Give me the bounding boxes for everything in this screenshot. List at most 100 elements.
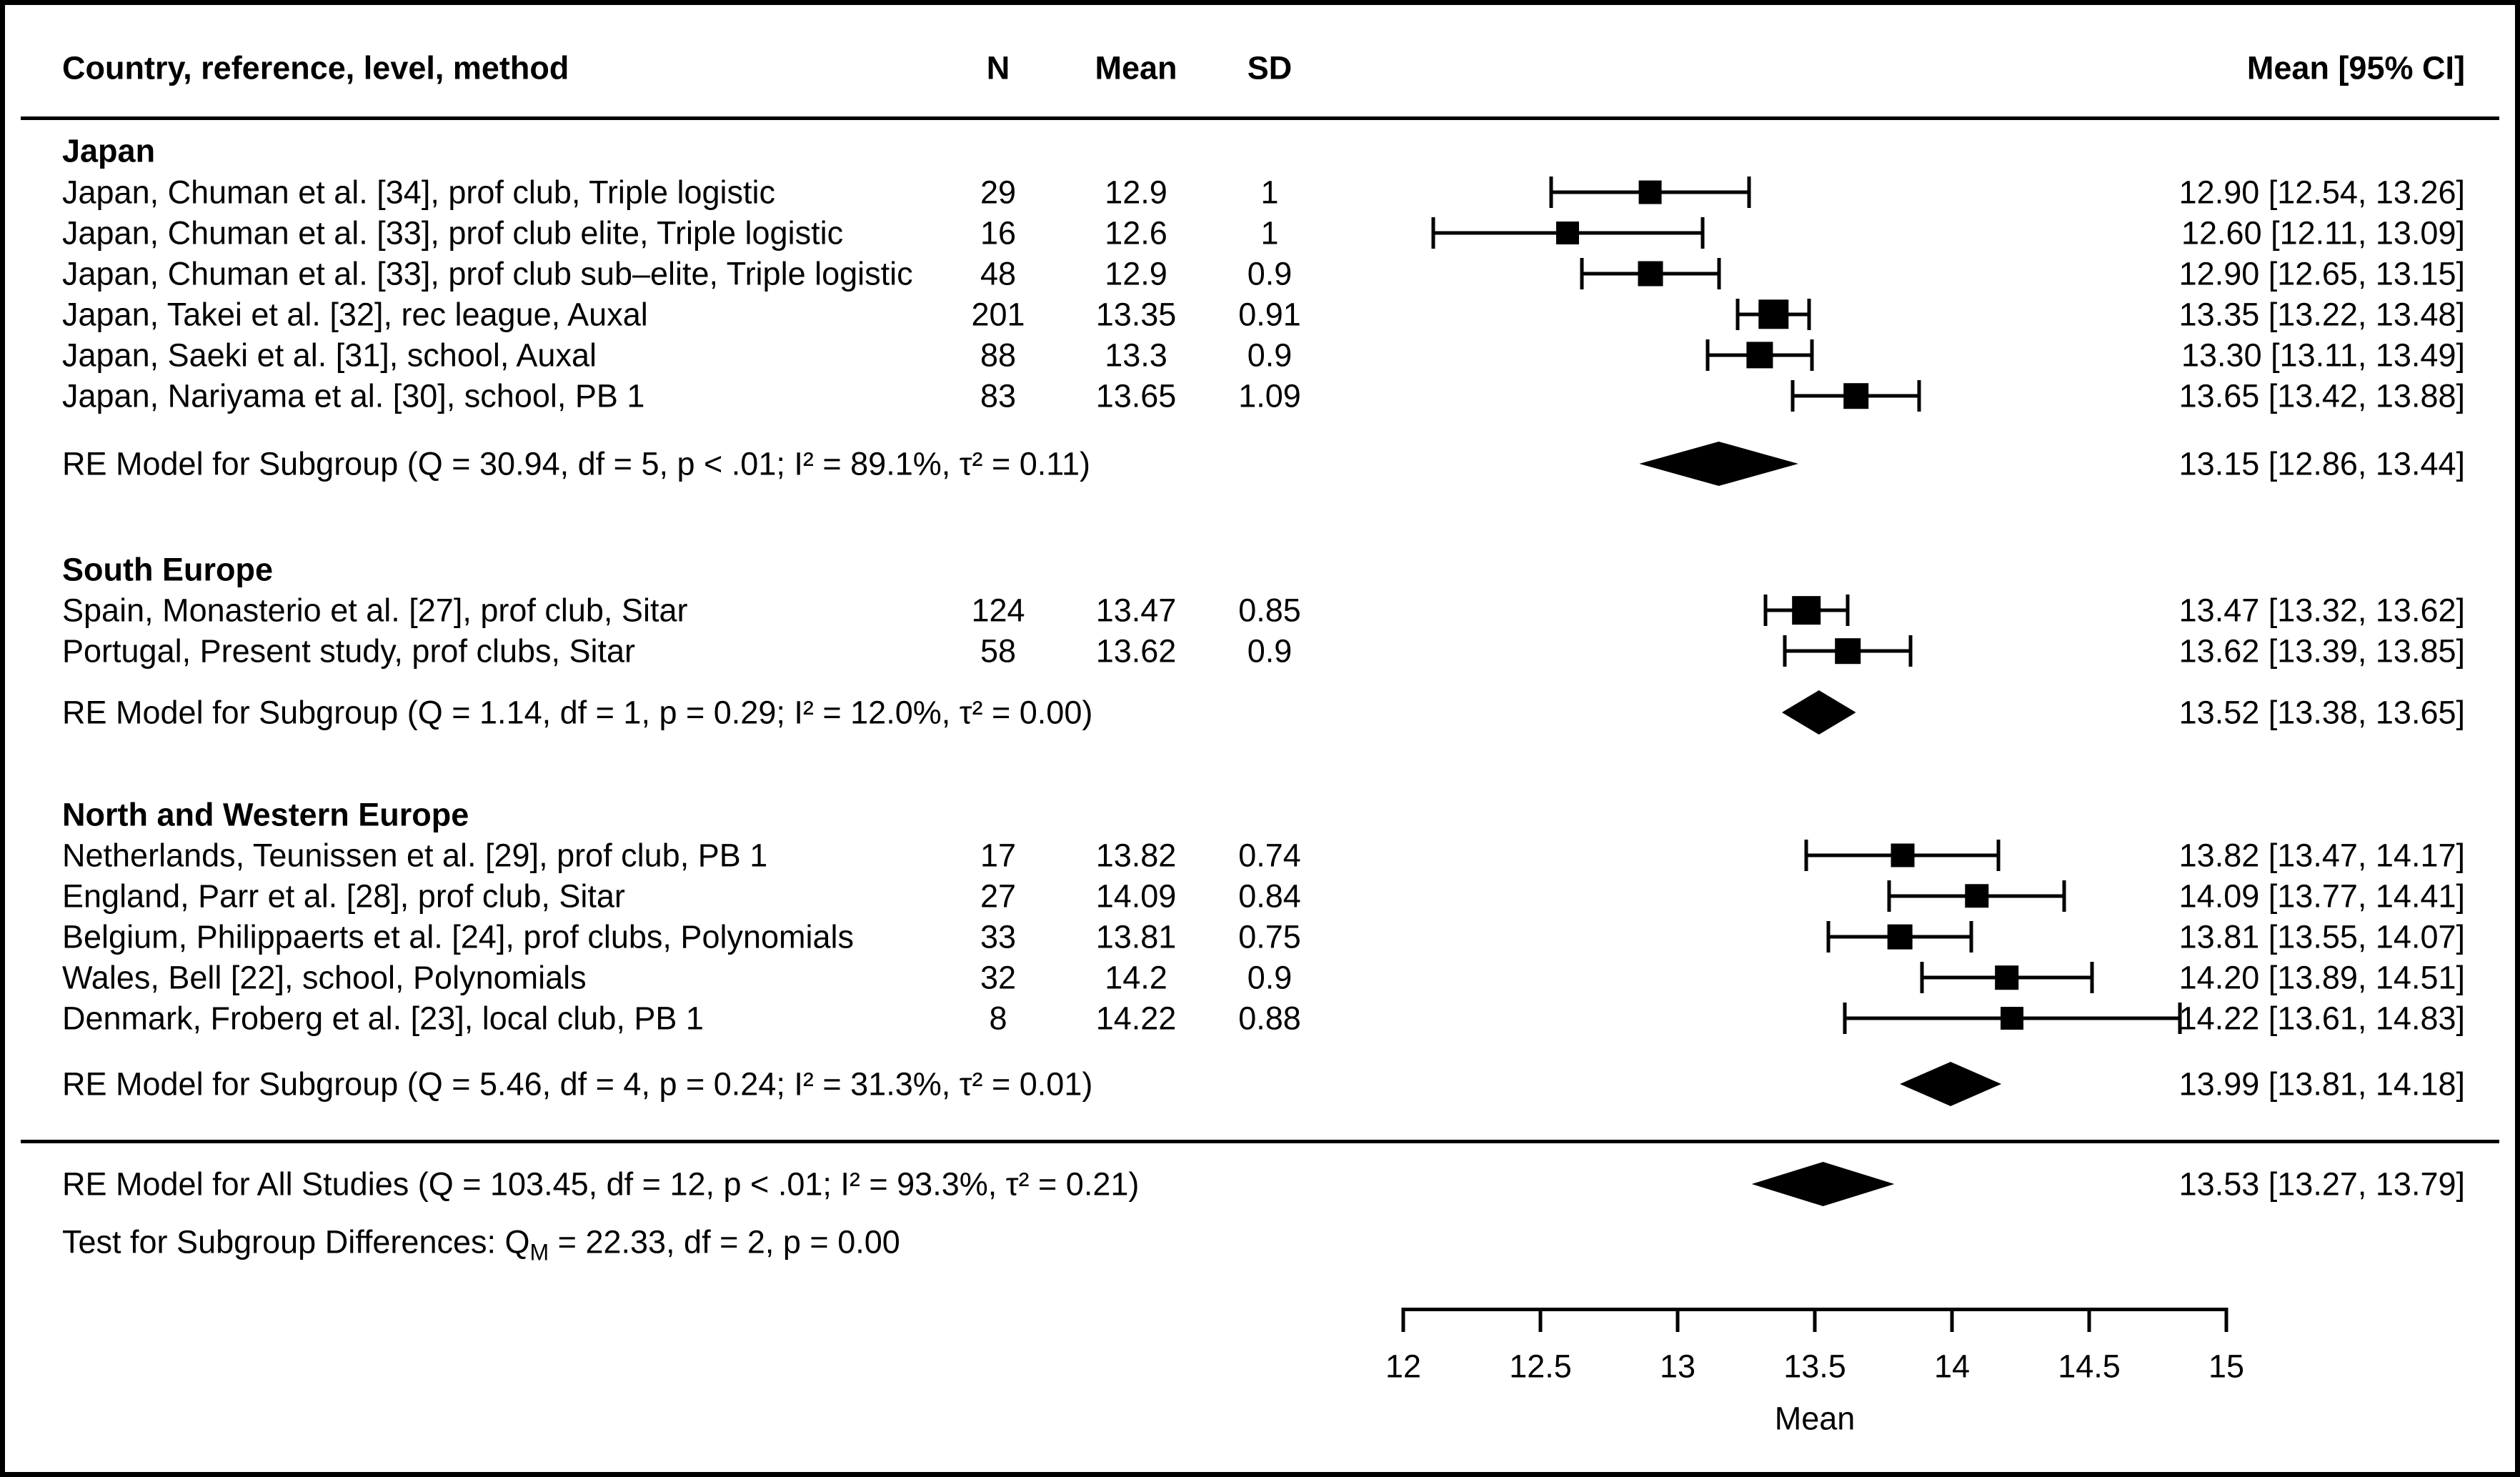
subgroup-re-ci-value: 13.15 [12.86, 13.44] (2178, 445, 2465, 482)
group-label: Japan (62, 132, 156, 169)
ci-cap-left (1826, 921, 1831, 953)
study-sd: 0.75 (1238, 918, 1301, 955)
summary-diamond (1781, 690, 1856, 735)
study-mean: 13.47 (1095, 592, 1177, 629)
ci-cap-right (2062, 880, 2066, 912)
study-mean: 14.22 (1095, 1000, 1177, 1037)
study-n: 8 (989, 1000, 1007, 1037)
x-axis-tick-label: 14 (1933, 1348, 1971, 1385)
study-sd: 1.09 (1238, 377, 1301, 414)
subgroup-re-label: RE Model for Subgroup (Q = 1.14, df = 1,… (62, 694, 1093, 731)
study-label: Denmark, Froberg et al. [23], local club… (62, 1000, 704, 1037)
summary-diamond (1639, 442, 1798, 486)
overall-divider-line (21, 1140, 2499, 1143)
study-label: Spain, Monasterio et al. [27], prof club… (62, 592, 688, 629)
x-axis-tick (1950, 1308, 1954, 1332)
study-label: Japan, Takei et al. [32], rec league, Au… (62, 296, 648, 333)
study-ci-value: 13.62 [13.39, 13.85] (2178, 632, 2465, 670)
study-ci-value: 13.81 [13.55, 14.07] (2178, 918, 2465, 955)
study-ci-value: 13.65 [13.42, 13.88] (2178, 377, 2465, 414)
study-n: 88 (980, 337, 1017, 374)
study-sd: 0.84 (1238, 877, 1301, 915)
x-axis-tick (2087, 1308, 2091, 1332)
study-ci-value: 14.20 [13.89, 14.51] (2178, 959, 2465, 996)
study-mean: 13.62 (1095, 632, 1177, 670)
study-n: 201 (971, 296, 1025, 333)
ci-cap-left (1783, 635, 1787, 667)
ci-cap-right (1810, 339, 1814, 371)
study-n: 83 (980, 377, 1017, 414)
study-ci-value: 14.22 [13.61, 14.83] (2178, 1000, 2465, 1037)
ci-cap-right (2090, 962, 2094, 993)
study-sd: 0.88 (1238, 1000, 1301, 1037)
x-axis-tick (1538, 1308, 1543, 1332)
column-header-ci: Mean [95% CI] (2246, 49, 2465, 86)
ci-cap-left (1843, 1003, 1847, 1034)
study-n: 17 (980, 837, 1017, 874)
column-header-mean: Mean (1095, 49, 1177, 86)
ci-cap-right (1846, 595, 1850, 626)
overall-ci-value: 13.53 [13.27, 13.79] (2178, 1165, 2465, 1203)
subgroup-re-ci-value: 13.99 [13.81, 14.18] (2178, 1065, 2465, 1103)
ci-cap-left (1920, 962, 1924, 993)
point-estimate-square (1891, 843, 1915, 867)
x-axis-tick-label: 12 (1385, 1348, 1422, 1385)
ci-cap-left (1735, 299, 1740, 330)
study-ci-value: 13.47 [13.32, 13.62] (2178, 592, 2465, 629)
study-label: Belgium, Philippaerts et al. [24], prof … (62, 918, 855, 955)
study-label: England, Parr et al. [28], prof club, Si… (62, 877, 625, 915)
ci-cap-right (1969, 921, 1973, 953)
study-label: Japan, Chuman et al. [33], prof club sub… (62, 255, 913, 292)
study-ci-value: 13.35 [13.22, 13.48] (2178, 296, 2465, 333)
x-axis-tick-label: 12.5 (1509, 1348, 1572, 1385)
study-sd: 0.9 (1247, 959, 1293, 996)
ci-cap-right (1700, 217, 1705, 249)
study-ci-value: 14.09 [13.77, 14.41] (2178, 877, 2465, 915)
point-estimate-square (1758, 299, 1789, 329)
summary-diamond (1751, 1162, 1895, 1206)
study-sd: 0.74 (1238, 837, 1301, 874)
point-estimate-square (1792, 596, 1821, 625)
ci-cap-right (1807, 299, 1811, 330)
study-ci-value: 12.90 [12.65, 13.15] (2178, 255, 2465, 292)
overall-re-label: RE Model for All Studies (Q = 103.45, df… (62, 1165, 1140, 1203)
study-n: 29 (980, 174, 1017, 211)
study-mean: 12.6 (1105, 214, 1167, 252)
study-sd: 0.9 (1247, 337, 1293, 374)
study-label: Japan, Chuman et al. [34], prof club, Tr… (62, 174, 776, 211)
study-sd: 0.85 (1238, 592, 1301, 629)
study-mean: 13.65 (1095, 377, 1177, 414)
x-axis-tick (2224, 1308, 2228, 1332)
study-label: Japan, Nariyama et al. [30], school, PB … (62, 377, 645, 414)
study-n: 124 (971, 592, 1025, 629)
column-header-sd: SD (1247, 49, 1293, 86)
study-ci-value: 13.30 [13.11, 13.49] (2181, 337, 2465, 374)
study-n: 27 (980, 877, 1017, 915)
study-mean: 12.9 (1105, 174, 1167, 211)
study-mean: 12.9 (1105, 255, 1167, 292)
study-ci-value: 13.82 [13.47, 14.17] (2178, 837, 2465, 874)
point-estimate-square (1835, 638, 1861, 664)
subgroup-re-ci-value: 13.52 [13.38, 13.65] (2178, 694, 2465, 731)
study-sd: 0.91 (1238, 296, 1301, 333)
column-header-study: Country, reference, level, method (62, 49, 569, 86)
subgroup-re-label: RE Model for Subgroup (Q = 30.94, df = 5… (62, 445, 1091, 482)
point-estimate-square (1638, 261, 1663, 287)
summary-diamond (1900, 1062, 2002, 1106)
subgroup-test-prefix: Test for Subgroup Differences: Q (62, 1223, 530, 1260)
x-axis-tick-label: 13.5 (1783, 1348, 1846, 1385)
study-mean: 13.82 (1095, 837, 1177, 874)
ci-cap-left (1580, 258, 1584, 289)
study-sd: 0.9 (1247, 632, 1293, 670)
study-mean: 14.09 (1095, 877, 1177, 915)
ci-cap-right (1747, 176, 1751, 208)
ci-cap-right (1917, 380, 1921, 412)
point-estimate-square (1887, 924, 1913, 950)
point-estimate-square (1638, 180, 1663, 204)
ci-cap-left (1431, 217, 1435, 249)
study-sd: 1 (1260, 214, 1279, 252)
study-sd: 0.9 (1247, 255, 1293, 292)
ci-cap-left (1887, 880, 1891, 912)
point-estimate-square (2001, 1007, 2024, 1030)
study-label: Wales, Bell [22], school, Polynomials (62, 959, 587, 996)
